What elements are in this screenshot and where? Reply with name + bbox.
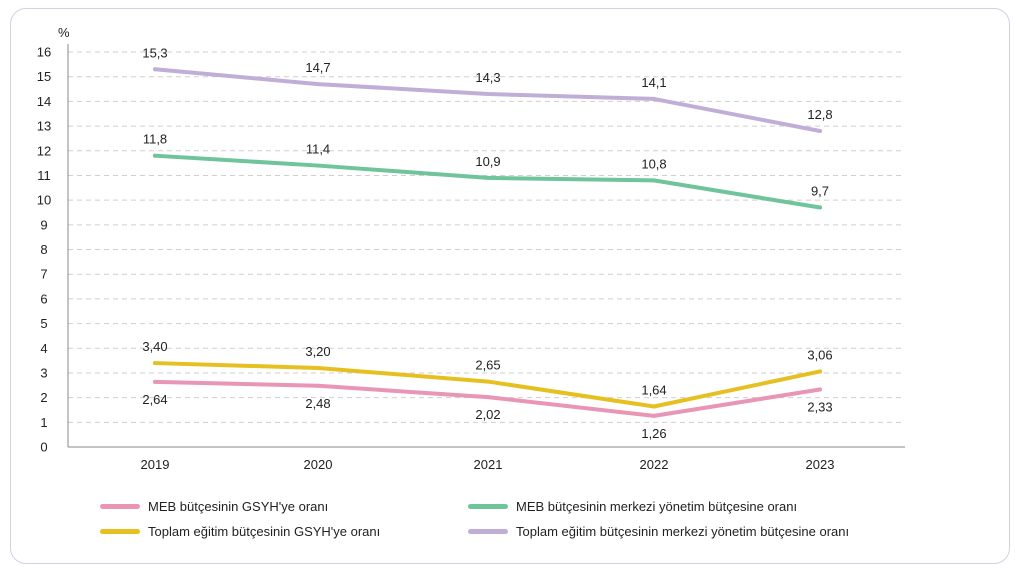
data-point <box>652 96 656 101</box>
data-point <box>652 404 656 409</box>
data-point <box>316 383 320 388</box>
y-tick-label: 11 <box>37 168 51 183</box>
data-label: 9,7 <box>811 184 829 199</box>
data-label: 2,33 <box>807 399 832 414</box>
y-tick-label: 4 <box>40 341 47 356</box>
x-tick-label: 2022 <box>640 457 669 472</box>
legend-label: Toplam eğitim bütçesinin merkezi yönetim… <box>516 524 850 539</box>
legend-label: MEB bütçesinin merkezi yönetim bütçesine… <box>516 499 798 514</box>
y-tick-label: 2 <box>40 390 47 405</box>
legend-label: Toplam eğitim bütçesinin GSYH'ye oranı <box>148 524 381 539</box>
y-tick-label: 13 <box>37 119 51 134</box>
data-label: 11,4 <box>306 142 330 157</box>
data-label: 2,64 <box>142 392 167 407</box>
y-tick-label: 3 <box>40 365 47 380</box>
data-point <box>486 395 490 400</box>
legend-item-toplam-gsyh: Toplam eğitim bütçesinin GSYH'ye oranı <box>100 524 380 539</box>
data-point <box>818 369 822 374</box>
data-point <box>818 205 822 210</box>
x-tick-label: 2019 <box>141 457 170 472</box>
data-point <box>652 178 656 183</box>
data-label: 3,06 <box>807 347 832 362</box>
legend-item-meb-merkezi: MEB bütçesinin merkezi yönetim bütçesine… <box>468 499 797 514</box>
data-point <box>153 67 157 72</box>
x-tick-label: 2020 <box>304 457 333 472</box>
data-point <box>818 387 822 392</box>
legend-item-meb-gsyh: MEB bütçesinin GSYH'ye oranı <box>100 499 328 514</box>
y-tick-label: 12 <box>37 143 51 158</box>
data-label: 14,7 <box>305 60 330 75</box>
legend-item-toplam-merkezi: Toplam eğitim bütçesinin merkezi yönetim… <box>468 524 849 539</box>
data-label: 12,8 <box>807 107 832 122</box>
y-tick-label: 8 <box>40 242 47 257</box>
chart-frame <box>10 8 1010 564</box>
data-label: 3,20 <box>305 344 330 359</box>
x-tick-label: 2023 <box>806 457 835 472</box>
x-tick-label: 2021 <box>474 457 503 472</box>
y-axis-unit-label: % <box>58 25 70 40</box>
y-tick-label: 14 <box>37 94 51 109</box>
series-lines <box>153 67 822 418</box>
data-label: 2,48 <box>305 396 330 411</box>
y-tick-label: 0 <box>40 440 47 455</box>
y-tick-label: 7 <box>40 267 47 282</box>
legend-swatch <box>468 504 508 509</box>
data-point <box>486 175 490 180</box>
data-label: 11,8 <box>143 132 167 147</box>
data-point <box>486 379 490 384</box>
data-label: 1,64 <box>641 383 666 398</box>
data-label: 3,40 <box>142 339 167 354</box>
y-tick-label: 10 <box>37 193 51 208</box>
data-point <box>818 129 822 133</box>
y-tick-label: 5 <box>40 316 47 331</box>
legend-swatch <box>100 504 140 509</box>
y-tick-label: 1 <box>40 415 47 430</box>
y-tick-label: 16 <box>37 45 51 60</box>
legend-swatch <box>468 529 508 534</box>
data-point <box>153 153 157 158</box>
data-label: 10,8 <box>641 156 666 171</box>
data-point <box>316 163 320 168</box>
y-tick-label: 9 <box>40 217 47 232</box>
data-label: 15,3 <box>142 45 167 60</box>
y-tick-label: 6 <box>40 291 47 306</box>
data-point <box>316 82 320 87</box>
data-labels: 2,64 2,48 2,02 1,26 2,33 3,40 3,20 2,65 1,64 3,06… <box>142 45 832 441</box>
data-point <box>316 366 320 370</box>
data-label: 14,3 <box>475 70 500 85</box>
data-point <box>486 91 490 96</box>
legend-label: MEB bütçesinin GSYH'ye oranı <box>148 499 329 514</box>
data-point <box>153 379 157 384</box>
legend-swatch <box>100 529 140 534</box>
data-point <box>652 413 656 418</box>
data-label: 10,9 <box>475 154 500 169</box>
y-tick-label: 15 <box>37 69 51 84</box>
data-label: 2,65 <box>475 358 500 373</box>
data-point <box>153 361 157 366</box>
data-label: 1,26 <box>641 426 666 441</box>
data-label: 2,02 <box>475 407 500 422</box>
data-label: 14,1 <box>641 75 666 90</box>
